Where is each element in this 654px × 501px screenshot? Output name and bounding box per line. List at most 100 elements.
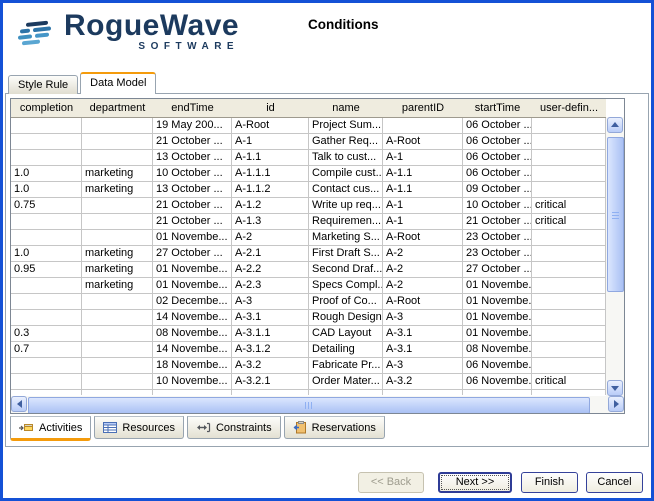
table-cell[interactable]: marketing [82,166,153,182]
table-row[interactable]: 21 October ... A-1.3 Requiremen... A-1 21 Oc… [11,214,606,230]
column-header[interactable]: id [266,102,275,114]
table-cell[interactable]: 21 October ... [153,198,232,214]
table-cell[interactable]: A-3.2 [383,374,463,390]
table-cell[interactable]: A-3 [232,294,309,310]
table-cell[interactable]: 23 October ... [463,246,532,262]
table-cell[interactable] [532,278,606,294]
table-row[interactable]: marketing 01 Novembe... A-2.3 Specs Compl..… [11,278,606,294]
table-cell[interactable]: Write up req... [309,198,383,214]
table-cell[interactable]: 06 Novembe... [463,358,532,374]
column-header[interactable]: startTime [474,102,521,114]
table-cell[interactable]: Gather Req... [309,134,383,150]
table-cell[interactable] [532,166,606,182]
table-cell[interactable]: A-Root [383,134,463,150]
column-header[interactable]: parentID [401,102,445,114]
tab-reservations[interactable]: Reservations [283,416,385,439]
table-cell[interactable] [532,230,606,246]
table-cell[interactable] [82,358,153,374]
table-cell[interactable]: Specs Compl... [309,278,383,294]
table-cell[interactable] [82,214,153,230]
table-cell[interactable]: 1.0 [11,182,82,198]
table-cell[interactable]: 14 Novembe... [153,310,232,326]
table-cell[interactable]: Fabricate Pr... [309,358,383,374]
table-cell[interactable] [532,246,606,262]
table-cell[interactable]: A-3 [383,310,463,326]
table-cell[interactable]: Proof of Co... [309,294,383,310]
table-cell[interactable] [82,374,153,390]
table-cell[interactable] [532,118,606,134]
table-cell[interactable]: 01 Novembe... [463,326,532,342]
column-header[interactable]: name [332,102,360,114]
table-cell[interactable]: Detailing [309,342,383,358]
table-cell[interactable]: 10 Novembe... [153,374,232,390]
table-row[interactable]: 02 Decembe... A-3 Proof of Co... A-Root 01 N… [11,294,606,310]
table-cell[interactable]: marketing [82,262,153,278]
tab-resources[interactable]: Resources [94,416,184,439]
table-cell[interactable]: 13 October ... [153,182,232,198]
column-header[interactable]: endTime [171,102,214,114]
table-cell[interactable]: 01 Novembe... [463,294,532,310]
table-cell[interactable] [82,198,153,214]
table-row[interactable]: 19 May 200... A-Root Project Sum... 06 Octo… [11,118,606,134]
table-cell[interactable]: 0.95 [11,262,82,278]
table-cell[interactable]: A-1 [383,214,463,230]
table-cell[interactable] [11,310,82,326]
table-cell[interactable] [11,118,82,134]
table-cell[interactable]: 06 October ... [463,118,532,134]
table-cell[interactable]: A-2.2 [232,262,309,278]
table-cell[interactable]: A-2 [383,246,463,262]
table-cell[interactable]: Order Mater... [309,374,383,390]
table-cell[interactable]: Project Sum... [309,118,383,134]
table-cell[interactable]: 01 Novembe... [463,278,532,294]
scroll-down-button[interactable] [607,380,623,396]
table-cell[interactable]: A-2.1 [232,246,309,262]
table-cell[interactable]: 0.7 [11,342,82,358]
table-cell[interactable]: critical [532,198,606,214]
table-cell[interactable] [82,118,153,134]
table-cell[interactable]: A-2.3 [232,278,309,294]
table-cell[interactable]: 06 October ... [463,150,532,166]
table-row[interactable]: 10 Novembe... A-3.2.1 Order Mater... A-3.2 0… [11,374,606,390]
finish-button[interactable]: Finish [521,472,578,493]
table-cell[interactable]: 01 Novembe... [463,310,532,326]
table-cell[interactable] [11,294,82,310]
table-cell[interactable]: 14 Novembe... [153,342,232,358]
table-cell[interactable]: 06 October ... [463,166,532,182]
table-cell[interactable]: A-2 [383,278,463,294]
table-cell[interactable]: 21 October ... [153,214,232,230]
table-cell[interactable]: A-2 [383,262,463,278]
table-cell[interactable]: 13 October ... [153,150,232,166]
cancel-button[interactable]: Cancel [586,472,643,493]
column-header[interactable]: completion [19,102,74,114]
table-cell[interactable]: 18 Novembe... [153,358,232,374]
table-cell[interactable]: Rough Design [309,310,383,326]
scroll-right-button[interactable] [608,396,624,412]
table-cell[interactable]: 27 October ... [153,246,232,262]
table-cell[interactable]: A-1.2 [232,198,309,214]
table-cell[interactable]: First Draft S... [309,246,383,262]
table-cell[interactable]: 06 Novembe... [463,374,532,390]
table-cell[interactable]: A-1 [383,198,463,214]
table-cell[interactable] [11,134,82,150]
table-cell[interactable]: A-1 [232,134,309,150]
table-cell[interactable]: A-3.1 [383,326,463,342]
table-cell[interactable]: 08 Novembe... [463,342,532,358]
table-cell[interactable]: A-Root [383,294,463,310]
table-cell[interactable]: 10 October ... [153,166,232,182]
column-header[interactable]: department [89,102,146,114]
table-cell[interactable]: 21 October ... [153,134,232,150]
table-cell[interactable]: A-1.3 [232,214,309,230]
table-cell[interactable]: critical [532,214,606,230]
table-cell[interactable] [82,294,153,310]
table-cell[interactable]: marketing [82,278,153,294]
table-row[interactable]: 0.95 marketing 01 Novembe... A-2.2 Second Dr… [11,262,606,278]
table-cell[interactable] [532,182,606,198]
table-cell[interactable]: A-2 [232,230,309,246]
tab-data-model[interactable]: Data Model [80,72,157,94]
table-cell[interactable] [82,326,153,342]
table-cell[interactable] [82,134,153,150]
next-button[interactable]: Next >> [438,472,512,493]
table-cell[interactable]: 02 Decembe... [153,294,232,310]
table-cell[interactable]: A-3.1 [232,310,309,326]
table-cell[interactable] [532,150,606,166]
